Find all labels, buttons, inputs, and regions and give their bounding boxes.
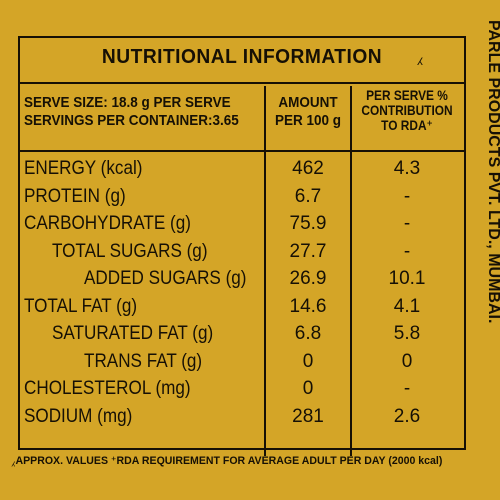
table-row: SATURATED FAT (g) 6.8 5.8	[20, 321, 464, 349]
nutrient-rda: 4.1	[393, 295, 421, 317]
nutrient-name: SODIUM (mg)	[24, 405, 133, 427]
nutrient-rda: 0	[401, 350, 413, 372]
nutrient-rda: -	[403, 185, 411, 207]
nutrient-name: ADDED SUGARS (g)	[84, 268, 247, 289]
nutrient-name: PROTEIN (g)	[24, 185, 126, 207]
rda-header-line1: PER SERVE %	[366, 87, 448, 103]
amount-header-line1: AMOUNT	[278, 94, 338, 111]
table-row: SODIUM (mg) 281 2.6	[20, 404, 464, 432]
column-divider-2	[350, 86, 352, 456]
amount-header: AMOUNT PER 100 g	[272, 94, 344, 130]
serve-size: SERVE SIZE: 18.8 g PER SERVE	[24, 94, 231, 111]
nutrient-amount: 6.7	[294, 185, 322, 207]
nutrient-amount: 462	[292, 158, 324, 179]
nutrient-name: SATURATED FAT (g)	[52, 323, 214, 344]
rda-header-line3: TO RDA⁺	[381, 117, 433, 133]
nutrient-amount: 14.6	[289, 295, 327, 317]
nutrient-amount: 27.7	[289, 240, 327, 262]
table-row: TOTAL SUGARS (g) 27.7 -	[20, 239, 464, 267]
serving-header: SERVE SIZE: 18.8 g PER SERVE SERVINGS PE…	[24, 94, 239, 130]
nutrient-name: ENERGY (kcal)	[24, 158, 143, 179]
nutrient-amount: 26.9	[289, 268, 327, 289]
nutrient-name: TOTAL SUGARS (g)	[52, 240, 208, 262]
title-footnote-mark: ⁁	[418, 48, 424, 65]
nutrient-name: CHOLESTEROL (mg)	[24, 378, 191, 399]
nutrient-rda: 5.8	[393, 323, 421, 344]
panel-title: NUTRITIONAL INFORMATION	[101, 46, 383, 68]
nutrient-rda: -	[403, 378, 411, 399]
nutrition-panel: NUTRITIONAL INFORMATION ⁁ SERVE SIZE: 18…	[18, 36, 466, 456]
divider-top	[20, 82, 464, 84]
nutrient-rda: 4.3	[393, 158, 421, 179]
nutrient-amount: 75.9	[289, 213, 327, 234]
nutrient-amount: 281	[292, 405, 324, 427]
nutrient-rda: -	[403, 240, 411, 262]
table-row: PROTEIN (g) 6.7 -	[20, 184, 464, 212]
nutrient-amount: 0	[302, 350, 314, 372]
manufacturer-side-label: PARLE PRODUCTS PVT. LTD., MUMBAI.	[472, 20, 500, 460]
table-row: TOTAL FAT (g) 14.6 4.1	[20, 294, 464, 322]
column-divider-1	[264, 86, 266, 456]
amount-header-line2: PER 100 g	[274, 112, 342, 129]
nutrient-name: TRANS FAT (g)	[84, 350, 203, 372]
rda-header-line2: CONTRIBUTION	[361, 102, 453, 118]
table-row: CARBOHYDRATE (g) 75.9 -	[20, 211, 464, 239]
nutrient-rda: -	[403, 213, 411, 234]
servings-per-container: SERVINGS PER CONTAINER:3.65	[24, 112, 239, 129]
footnote: ⁁APPROX. VALUES ⁺RDA REQUIREMENT FOR AVE…	[12, 455, 443, 467]
table-row: ENERGY (kcal) 462 4.3	[20, 156, 464, 184]
manufacturer-text: PARLE PRODUCTS PVT. LTD., MUMBAI.	[485, 20, 500, 324]
nutrient-rda: 2.6	[393, 405, 421, 427]
nutrient-rda: 10.1	[388, 268, 426, 289]
nutrient-amount: 0	[302, 378, 314, 399]
table-row: TRANS FAT (g) 0 0	[20, 349, 464, 377]
table-row: CHOLESTEROL (mg) 0 -	[20, 376, 464, 404]
divider-header	[20, 150, 464, 152]
nutrient-name: TOTAL FAT (g)	[24, 295, 138, 317]
table-row: ADDED SUGARS (g) 26.9 10.1	[20, 266, 464, 294]
nutrient-table: ENERGY (kcal) 462 4.3 PROTEIN (g) 6.7 - …	[20, 156, 464, 431]
rda-header: PER SERVE % CONTRIBUTION TO RDA⁺	[360, 88, 454, 133]
nutrient-amount: 6.8	[294, 323, 322, 344]
nutrient-name: CARBOHYDRATE (g)	[24, 213, 191, 234]
